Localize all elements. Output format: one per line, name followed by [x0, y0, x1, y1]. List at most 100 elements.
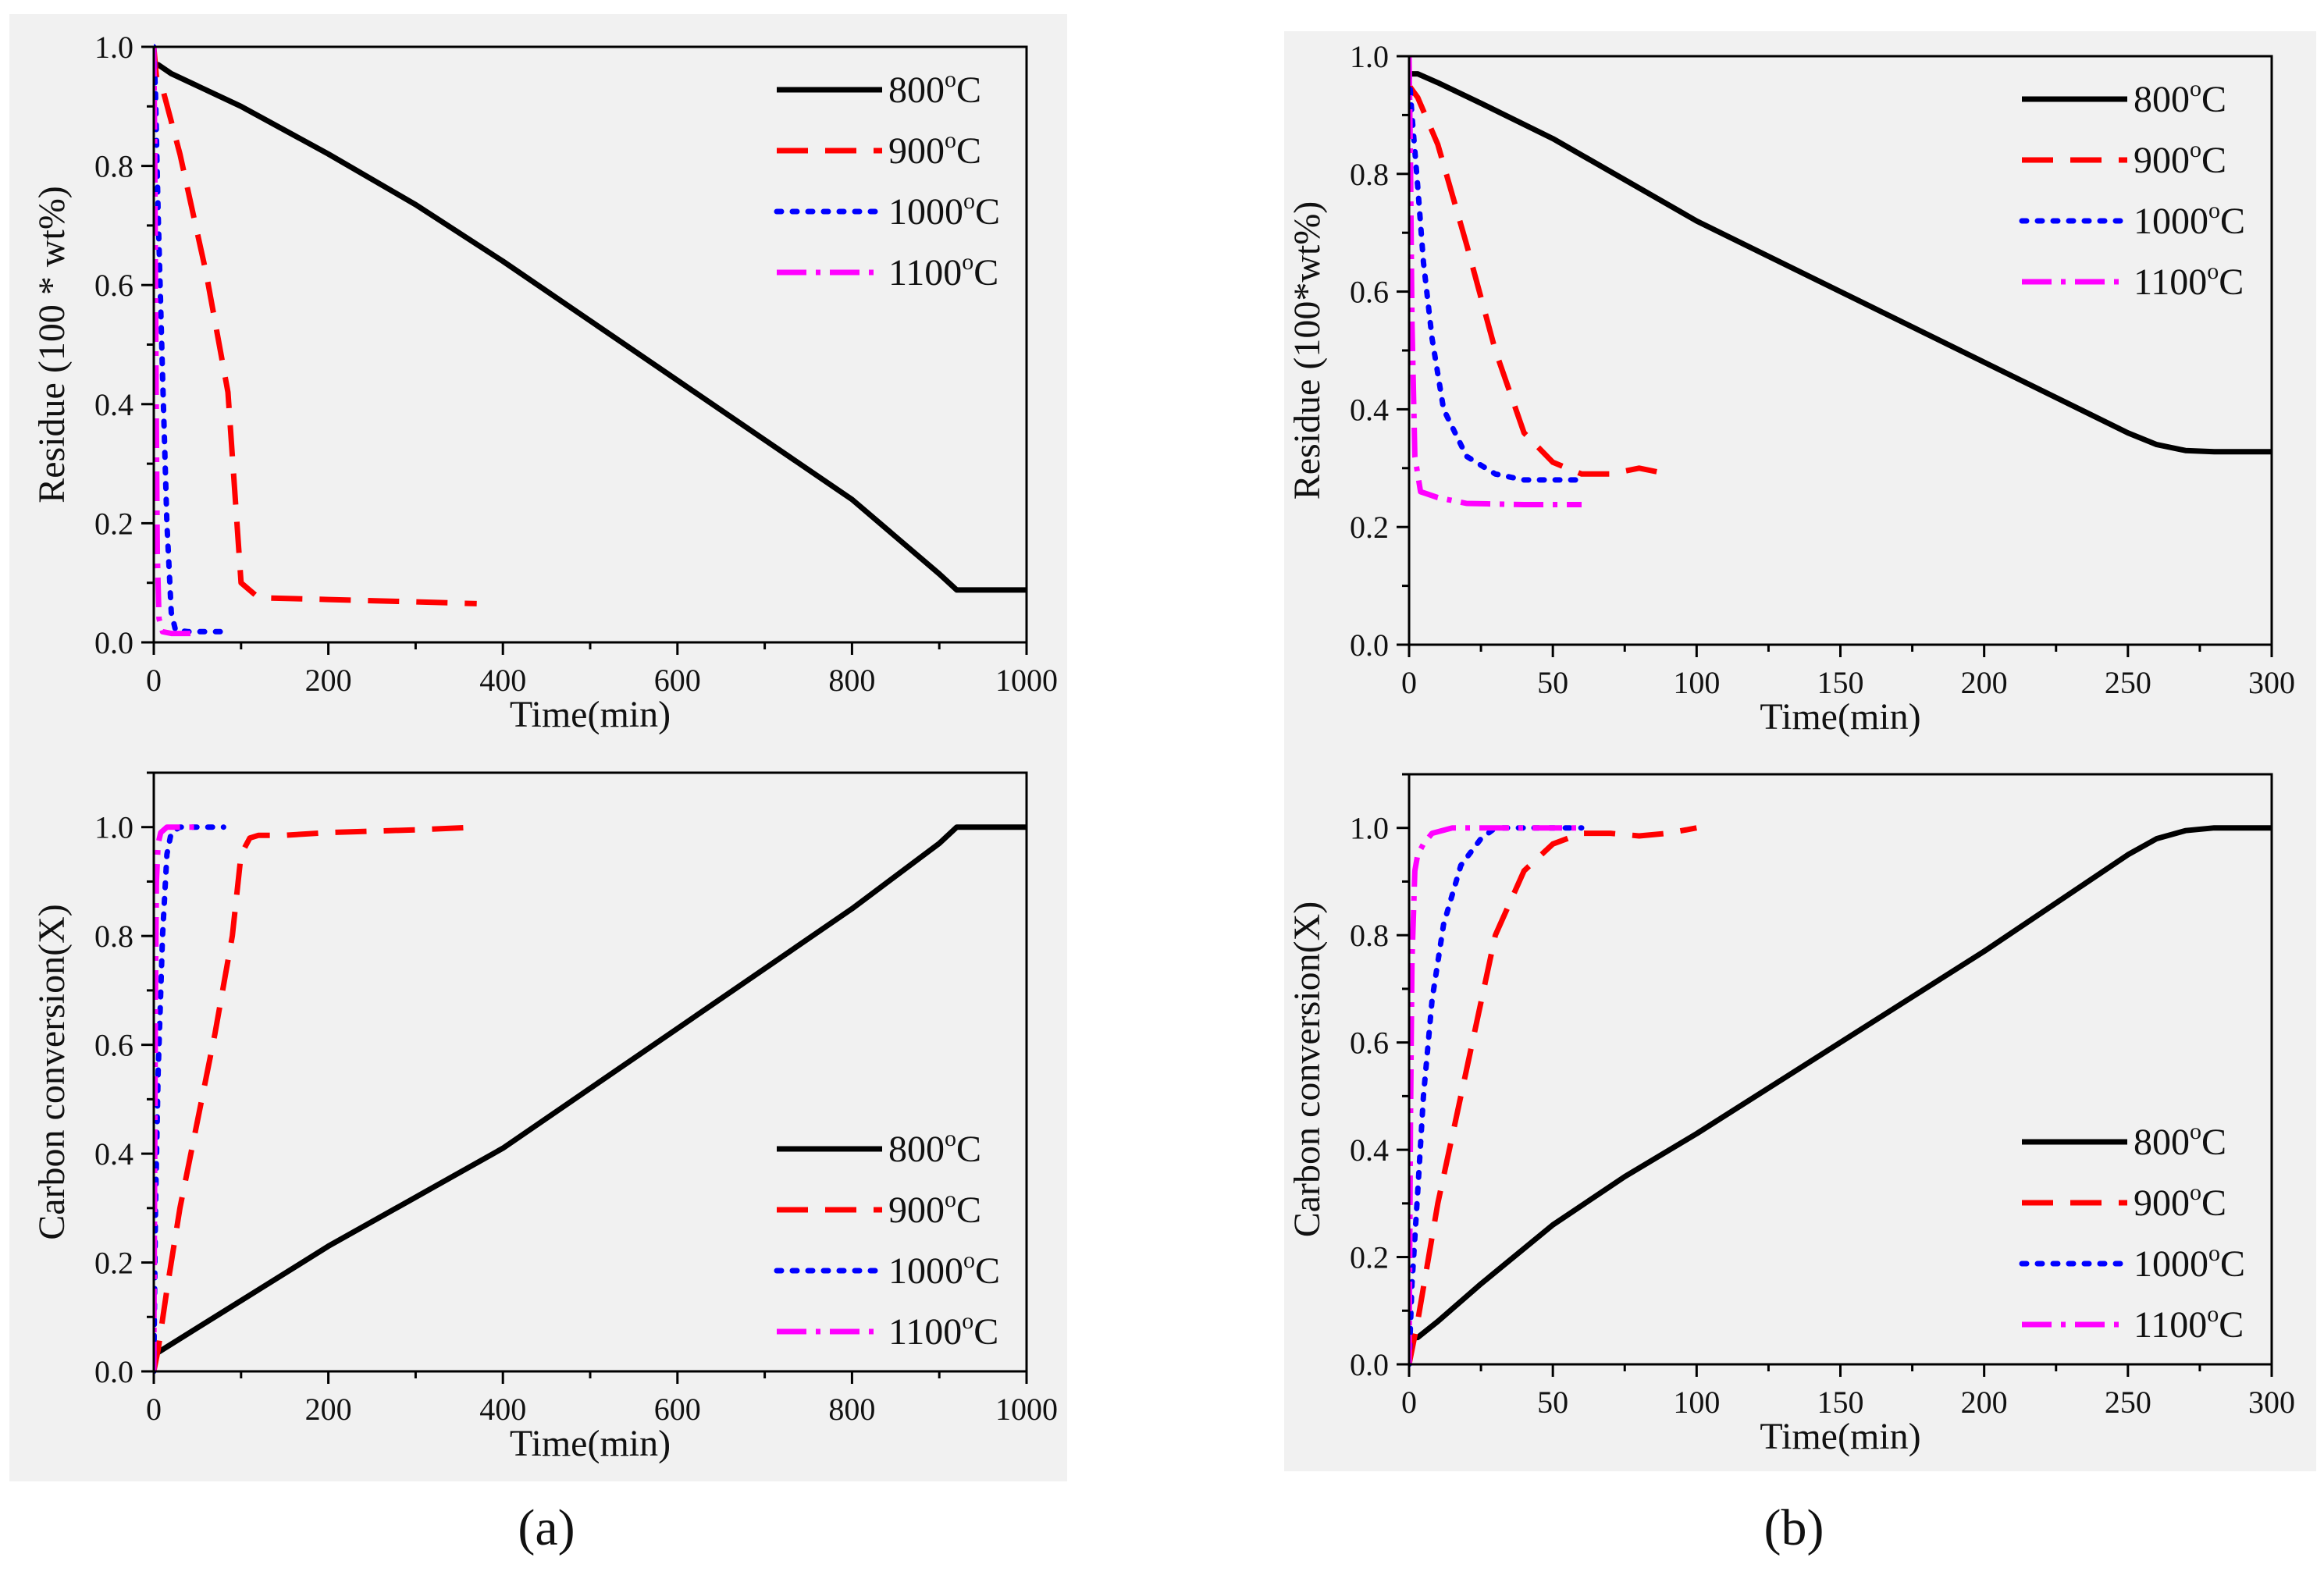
series-line-800c	[1409, 825, 2272, 1341]
series-line-900c	[154, 46, 477, 606]
x-tick-label: 0	[146, 663, 162, 698]
panel-a-background	[9, 14, 1067, 1481]
x-tick-label: 300	[2248, 1385, 2295, 1420]
y-tick-label: 0.4	[94, 1136, 133, 1172]
series-line-800c	[154, 824, 1027, 1358]
x-tick-label: 300	[2248, 665, 2295, 700]
y-axis-label: Carbon conversion(X)	[1287, 901, 1328, 1238]
series-line-1000c	[154, 44, 226, 635]
y-tick-label: 0.6	[94, 268, 133, 303]
legend-label-1100c: 1100oC	[888, 1308, 998, 1353]
x-tick-label: 400	[479, 663, 526, 698]
legend-label-1000c: 1000oC	[2134, 197, 2245, 242]
series-line-900c	[1409, 84, 1669, 477]
y-tick-label: 0.8	[94, 919, 133, 954]
legend: 800oC 900oC 1000oC 1100oC	[774, 66, 1000, 293]
x-tick-label: 250	[2105, 1385, 2151, 1420]
legend-label-1000c: 1000oC	[888, 188, 1000, 233]
series-line-1000c	[1409, 825, 1585, 1367]
series-line-1100c	[1409, 825, 1582, 1365]
y-tick-label: 0.0	[94, 1354, 133, 1389]
chart-a-top: 0 200 400 600 800 1000 0.0 0.2 0.4 0.6 0.8 1.0 Time(…	[31, 30, 1058, 735]
legend: 800oC 900oC 1000oC 1100oC	[2019, 76, 2245, 303]
y-tick-label: 0.6	[94, 1028, 133, 1063]
y-tick-label: 1.0	[1350, 811, 1389, 846]
legend-label-1100c: 1100oC	[888, 249, 998, 293]
legend-label-1000c: 1000oC	[888, 1247, 1000, 1292]
x-tick-label: 100	[1673, 665, 1720, 700]
chart-b-top: 0 50 100 150 200 250 300 0.0 0.2 0.4 0.6 0.8 1.0 Time…	[1287, 39, 2295, 738]
x-tick-label: 150	[1817, 665, 1864, 700]
chart-a-bottom: 0 200 400 600 800 1000 0.0 0.2 0.4 0.6 0.8 1.0 Time(…	[31, 771, 1058, 1464]
panel-a-caption: (a)	[518, 1499, 575, 1556]
x-tick-label: 100	[1673, 1385, 1720, 1420]
x-tick-label: 600	[654, 663, 701, 698]
y-tick-label: 0.4	[1350, 392, 1389, 427]
legend-label-900c: 900oC	[888, 127, 981, 172]
legend-label-800c: 800oC	[888, 1125, 981, 1170]
x-tick-label: 400	[479, 1392, 526, 1427]
y-tick-label: 0.8	[1350, 918, 1389, 953]
x-tick-label: 800	[828, 663, 875, 698]
panel-b-caption: (b)	[1763, 1499, 1824, 1556]
y-tick-label: 0.8	[94, 149, 133, 184]
x-axis-label: Time(min)	[510, 1423, 671, 1464]
x-tick-label: 1000	[995, 663, 1058, 698]
y-tick-label: 1.0	[94, 810, 133, 845]
x-tick-label: 0	[1401, 665, 1417, 700]
y-tick-label: 0.0	[1350, 628, 1389, 663]
x-axis-label: Time(min)	[510, 694, 671, 735]
legend-label-800c: 800oC	[2134, 1118, 2226, 1163]
x-tick-label: 200	[305, 663, 352, 698]
x-axis-label: Time(min)	[1760, 1416, 1920, 1457]
series-line-1100c	[1409, 55, 1582, 507]
y-tick-label: 0.6	[1350, 275, 1389, 310]
chart-b-bottom: 0 50 100 150 200 250 300 0.0 0.2 0.4 0.6 0.8 1.0 Time…	[1287, 773, 2295, 1457]
x-tick-label: 50	[1537, 1385, 1568, 1420]
legend-label-900c: 900oC	[2134, 137, 2226, 181]
x-tick-label: 800	[828, 1392, 875, 1427]
x-tick-label: 200	[1961, 1385, 2008, 1420]
legend-label-1000c: 1000oC	[2134, 1240, 2245, 1285]
y-axis-label: Residue (100*wt%)	[1287, 201, 1328, 500]
legend: 800oC 900oC 1000oC 1100oC	[2019, 1118, 2245, 1346]
legend-label-800c: 800oC	[2134, 76, 2226, 120]
x-tick-label: 200	[1961, 665, 2008, 700]
legend-label-1100c: 1100oC	[2134, 1301, 2244, 1346]
y-tick-label: 1.0	[94, 30, 133, 65]
series-line-900c	[1409, 825, 1697, 1365]
series-line-800c	[154, 62, 1027, 593]
y-tick-label: 0.2	[1350, 510, 1389, 545]
legend-label-900c: 900oC	[2134, 1179, 2226, 1224]
series-line-900c	[154, 824, 477, 1372]
y-tick-label: 0.2	[94, 506, 133, 541]
y-axis-label: Residue (100 * wt%)	[31, 186, 73, 503]
x-tick-label: 0	[146, 1392, 162, 1427]
legend-label-1100c: 1100oC	[2134, 258, 2244, 303]
legend-label-800c: 800oC	[888, 66, 981, 111]
y-tick-label: 0.0	[94, 625, 133, 660]
x-tick-label: 250	[2105, 665, 2151, 700]
x-tick-label: 50	[1537, 665, 1568, 700]
legend-label-900c: 900oC	[888, 1186, 981, 1231]
x-tick-label: 200	[305, 1392, 352, 1427]
y-tick-label: 0.2	[1350, 1240, 1389, 1275]
y-tick-label: 0.8	[1350, 157, 1389, 192]
x-tick-label: 150	[1817, 1385, 1864, 1420]
y-tick-label: 1.0	[1350, 39, 1389, 74]
series-line-800c	[1409, 71, 2272, 455]
y-tick-label: 0.4	[1350, 1133, 1389, 1168]
y-tick-label: 0.2	[94, 1246, 133, 1281]
x-tick-label: 1000	[995, 1392, 1058, 1427]
y-tick-label: 0.6	[1350, 1026, 1389, 1061]
x-tick-label: 0	[1401, 1385, 1417, 1420]
x-tick-label: 600	[654, 1392, 701, 1427]
series-line-1100c	[154, 46, 198, 637]
legend: 800oC 900oC 1000oC 1100oC	[774, 1125, 1000, 1353]
series-line-1100c	[154, 824, 198, 1372]
y-tick-label: 0.0	[1350, 1347, 1389, 1382]
series-line-1000c	[154, 824, 226, 1374]
y-tick-label: 0.4	[94, 387, 133, 422]
y-axis-label: Carbon conversion(X)	[31, 904, 73, 1240]
